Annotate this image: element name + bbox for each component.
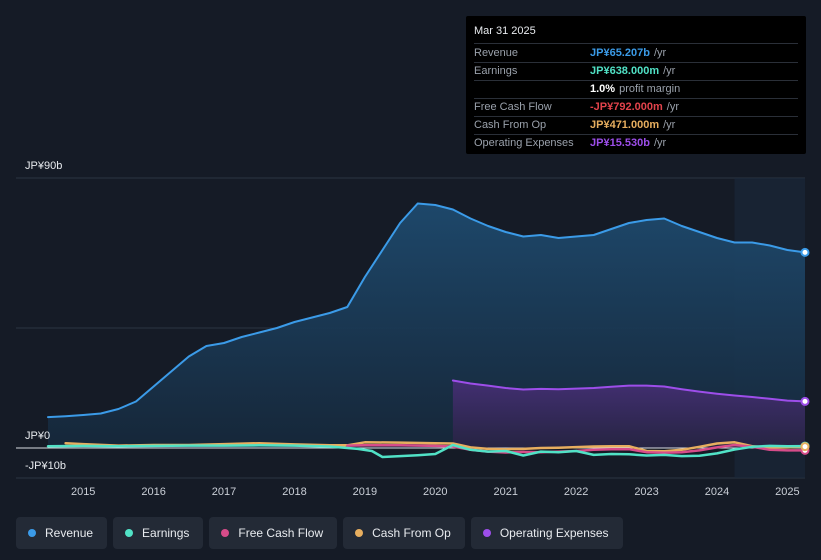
tooltip-row-earnings: Earnings JP¥638.000m /yr <box>474 63 798 81</box>
tooltip-unit: /yr <box>653 137 667 149</box>
tooltip-row-revenue: Revenue JP¥65.207b /yr <box>474 45 798 63</box>
cash-from-op-end-marker <box>800 442 810 452</box>
tooltip-unit: /yr <box>663 119 676 131</box>
x-tick-label: 2023 <box>634 486 658 498</box>
cash-from-op-line <box>64 441 807 453</box>
x-tick-label: 2018 <box>282 486 306 498</box>
legend-item-earnings[interactable]: Earnings <box>113 517 204 549</box>
legend-label: Earnings <box>142 526 190 540</box>
legend-label: Cash From Op <box>372 526 451 540</box>
legend-item-cash-from-op[interactable]: Cash From Op <box>343 517 465 549</box>
x-tick-label: 2019 <box>353 486 377 498</box>
legend: Revenue Earnings Free Cash Flow Cash Fro… <box>16 517 623 549</box>
y-tick-zero: JP¥0 <box>25 430 51 442</box>
x-tick-label: 2021 <box>493 486 517 498</box>
free-cash-flow-line <box>346 443 807 455</box>
legend-dot-icon <box>482 529 491 537</box>
earnings-line <box>46 443 807 459</box>
tooltip-date: Mar 31 2025 <box>474 24 798 44</box>
x-tick-label: 2020 <box>423 486 447 498</box>
legend-label: Operating Expenses <box>499 526 609 540</box>
tooltip-unit: /yr <box>653 47 667 59</box>
tooltip-value: JP¥65.207b <box>590 47 650 59</box>
tooltip-row-cash-from-op: Cash From Op JP¥471.000m /yr <box>474 117 798 135</box>
revenue-line <box>47 202 806 419</box>
x-tick-label: 2022 <box>564 486 588 498</box>
legend-item-free-cash-flow[interactable]: Free Cash Flow <box>209 517 338 549</box>
tooltip-value: JP¥471.000m <box>590 119 660 131</box>
operating-expenses-area <box>452 380 805 448</box>
operating-expenses-end-marker <box>800 396 810 406</box>
tooltip-row-operating-expenses: Operating Expenses JP¥15.530b /yr <box>474 135 798 152</box>
legend-dot-icon <box>28 529 36 537</box>
legend-item-operating-expenses[interactable]: Operating Expenses <box>470 517 623 549</box>
x-tick-label: 2016 <box>141 486 165 498</box>
y-tick-top: JP¥90b <box>25 160 63 172</box>
x-tick-label: 2025 <box>775 486 799 498</box>
legend-label: Revenue <box>45 526 94 540</box>
x-tick-label: 2015 <box>71 486 95 498</box>
legend-dot-icon <box>355 529 364 537</box>
legend-label: Free Cash Flow <box>238 526 324 540</box>
tooltip-unit: profit margin <box>619 83 681 95</box>
tooltip-label: Revenue <box>474 47 519 59</box>
tooltip-label: Cash From Op <box>474 119 547 131</box>
tooltip-row-profit-margin: 1.0% profit margin <box>474 81 798 99</box>
tooltip-label: Operating Expenses <box>474 137 574 149</box>
legend-dot-icon <box>125 529 134 537</box>
revenue-end-marker <box>800 247 810 257</box>
x-tick-label: 2017 <box>212 486 236 498</box>
tooltip-row-free-cash-flow: Free Cash Flow -JP¥792.000m /yr <box>474 99 798 117</box>
tooltip-value: JP¥15.530b <box>590 137 650 149</box>
x-tick-label: 2024 <box>705 486 729 498</box>
tooltip-value: -JP¥792.000m <box>590 101 663 113</box>
tooltip-unit: /yr <box>666 101 680 113</box>
legend-item-revenue[interactable]: Revenue <box>16 517 108 549</box>
legend-dot-icon <box>221 529 230 537</box>
tooltip-value: 1.0% <box>590 83 616 95</box>
tooltip-value: JP¥638.000m <box>590 65 660 77</box>
tooltip-label: Earnings <box>474 65 518 77</box>
data-tooltip: Mar 31 2025 Revenue JP¥65.207b /yr Earni… <box>466 16 806 154</box>
operating-expenses-line <box>451 379 806 403</box>
tooltip-label: Free Cash Flow <box>474 101 552 113</box>
tooltip-unit: /yr <box>663 65 676 77</box>
tooltip-label <box>474 81 590 98</box>
y-tick-bottom: -JP¥10b <box>25 460 66 472</box>
